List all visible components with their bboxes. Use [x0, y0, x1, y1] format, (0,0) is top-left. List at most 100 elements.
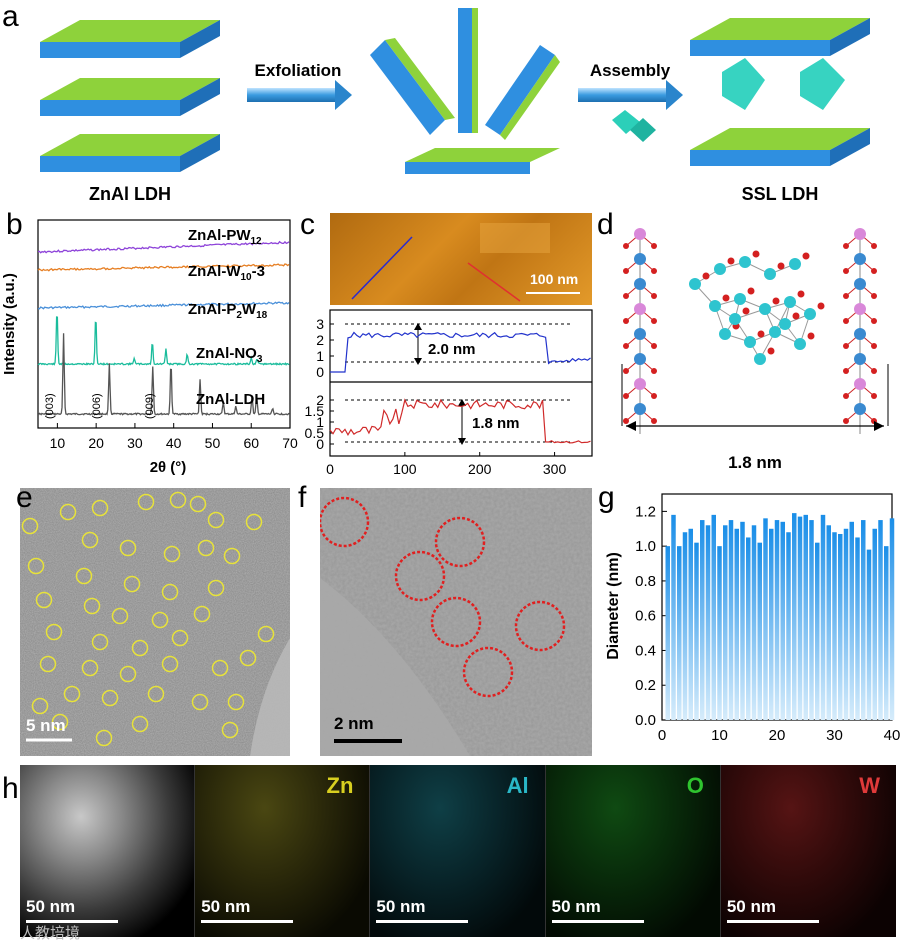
peak-006: (006): [91, 393, 103, 419]
diameter-bar-39: [884, 546, 889, 720]
diameter-bar-21: [780, 521, 785, 720]
diameter-bar-20: [774, 520, 780, 720]
panel-label-b: b: [6, 208, 23, 241]
diameter-bar-17: [757, 542, 762, 720]
cluster-w-atom-1: [714, 263, 726, 275]
diameter-ylabel: Diameter (nm): [605, 552, 622, 660]
left-chain-atom-4: [634, 328, 646, 340]
particle-marker-34: [63, 685, 81, 703]
diameter-bar-12: [728, 520, 734, 720]
g-xtick-40: 40: [884, 727, 900, 744]
assembly-label: Assembly: [590, 61, 671, 80]
xrd-line-0: [37, 240, 290, 254]
cluster-w-atom-15: [729, 313, 741, 325]
tem-image-f: 2 nm: [320, 488, 592, 756]
particle-marker-43: [51, 713, 69, 731]
afm-profile-line-blue: [351, 236, 413, 300]
xrd-xtick-50: 50: [205, 435, 221, 451]
diameter-bar-19: [769, 528, 774, 720]
xrd-xlabel: 2θ (°): [150, 459, 187, 476]
cluster-w-atom-14: [754, 353, 766, 365]
particle-marker-12: [223, 547, 241, 565]
cluster-w-atom-7: [759, 303, 771, 315]
tem-image-e: 5 nm: [20, 488, 290, 756]
cluster-w-atom-12: [769, 326, 781, 338]
diameter-bar-16: [751, 525, 757, 720]
c-bottom-ytick-1: 1: [316, 414, 324, 430]
cluster-w-atom-8: [784, 296, 796, 308]
o-scalebar: 50 nm: [551, 897, 601, 916]
right-chain-atom-4: [854, 328, 866, 340]
particle-marker-32: [211, 659, 229, 677]
left-chain-atom-1: [634, 253, 646, 265]
xrd-xtick-40: 40: [166, 435, 182, 451]
diameter-bar-27: [815, 542, 820, 720]
afm-profile-line-red: [467, 262, 521, 302]
diameter-bar-10: [717, 546, 722, 720]
eds-label-w: W: [859, 773, 881, 798]
haadf-image: 50 nm: [20, 765, 195, 937]
c-xtick-300: 300: [543, 461, 567, 477]
xrd-line-1: [37, 263, 290, 272]
g-ytick-0-6: 0.6: [635, 608, 656, 625]
particle-marker-38: [227, 693, 245, 711]
diameter-bar-34: [855, 537, 860, 720]
eds-label-al: Al: [506, 773, 529, 798]
c-top-ytick-0: 0: [316, 364, 324, 380]
diameter-bar-11: [723, 525, 728, 720]
particle-marker-22: [193, 605, 211, 623]
particle-marker-23: [45, 623, 63, 641]
diameter-bar-30: [832, 532, 837, 720]
afm-image: 100 nm: [330, 213, 592, 305]
diameter-bar-3: [677, 546, 682, 720]
g-xtick-20: 20: [769, 727, 786, 744]
right-chain-atom-6: [854, 378, 866, 390]
tem-e-scalebar: 5 nm: [26, 716, 66, 735]
profile-red: [329, 398, 591, 444]
particle-marker-30: [119, 665, 137, 683]
particle-marker-28: [39, 655, 57, 673]
series-label-w10: ZnAl-W10-3: [188, 263, 265, 283]
cluster-w-atom-13: [794, 338, 806, 350]
cluster-w-atom-11: [744, 336, 756, 348]
left-chain-atom-0: [634, 228, 646, 240]
profile-bottom-annotation: 1.8 nm: [472, 415, 520, 432]
particle-marker-4: [169, 491, 187, 509]
particle-marker-24: [91, 633, 109, 651]
particle-marker-13: [27, 557, 45, 575]
g-ytick-0-4: 0.4: [635, 642, 656, 659]
particle-marker-15: [123, 575, 141, 593]
particle-marker-35: [101, 689, 119, 707]
diameter-bar-15: [746, 537, 751, 720]
g-ytick-0-8: 0.8: [635, 573, 656, 590]
c-bottom-ytick-0: 0: [316, 436, 324, 452]
profile-blue: [330, 331, 591, 373]
particle-marker-36: [147, 685, 165, 703]
diameter-bar-36: [866, 549, 872, 720]
cluster-circle-1: [434, 516, 486, 568]
cluster-w-atom-6: [734, 293, 746, 305]
watermark: 人教培境: [20, 925, 81, 942]
particle-marker-18: [35, 591, 53, 609]
w-scalebar: 50 nm: [726, 897, 776, 916]
panel-label-d: d: [597, 208, 614, 241]
diameter-bar-38: [878, 520, 883, 720]
particle-marker-27: [257, 625, 275, 643]
exfoliation-label: Exfoliation: [255, 61, 342, 80]
g-xtick-10: 10: [711, 727, 728, 744]
profile-top-annotation: 2.0 nm: [428, 341, 476, 358]
particle-marker-25: [131, 639, 149, 657]
xrd-xtick-70: 70: [282, 435, 298, 451]
panel-label-h: h: [2, 772, 19, 805]
g-xtick-30: 30: [826, 727, 843, 744]
cluster-w-atom-5: [709, 300, 721, 312]
cluster-size-annotation: 1.8 nm: [728, 453, 782, 472]
diameter-bar-13: [734, 528, 739, 720]
peak-003: (003): [44, 393, 56, 419]
diameter-bar-33: [849, 521, 854, 720]
cluster-w-atom-3: [764, 268, 776, 280]
right-chain-atom-0: [854, 228, 866, 240]
xrd-line-3: [37, 316, 290, 366]
c-top-ytick-2: 2: [316, 332, 324, 348]
cluster-circle-2: [394, 550, 446, 602]
